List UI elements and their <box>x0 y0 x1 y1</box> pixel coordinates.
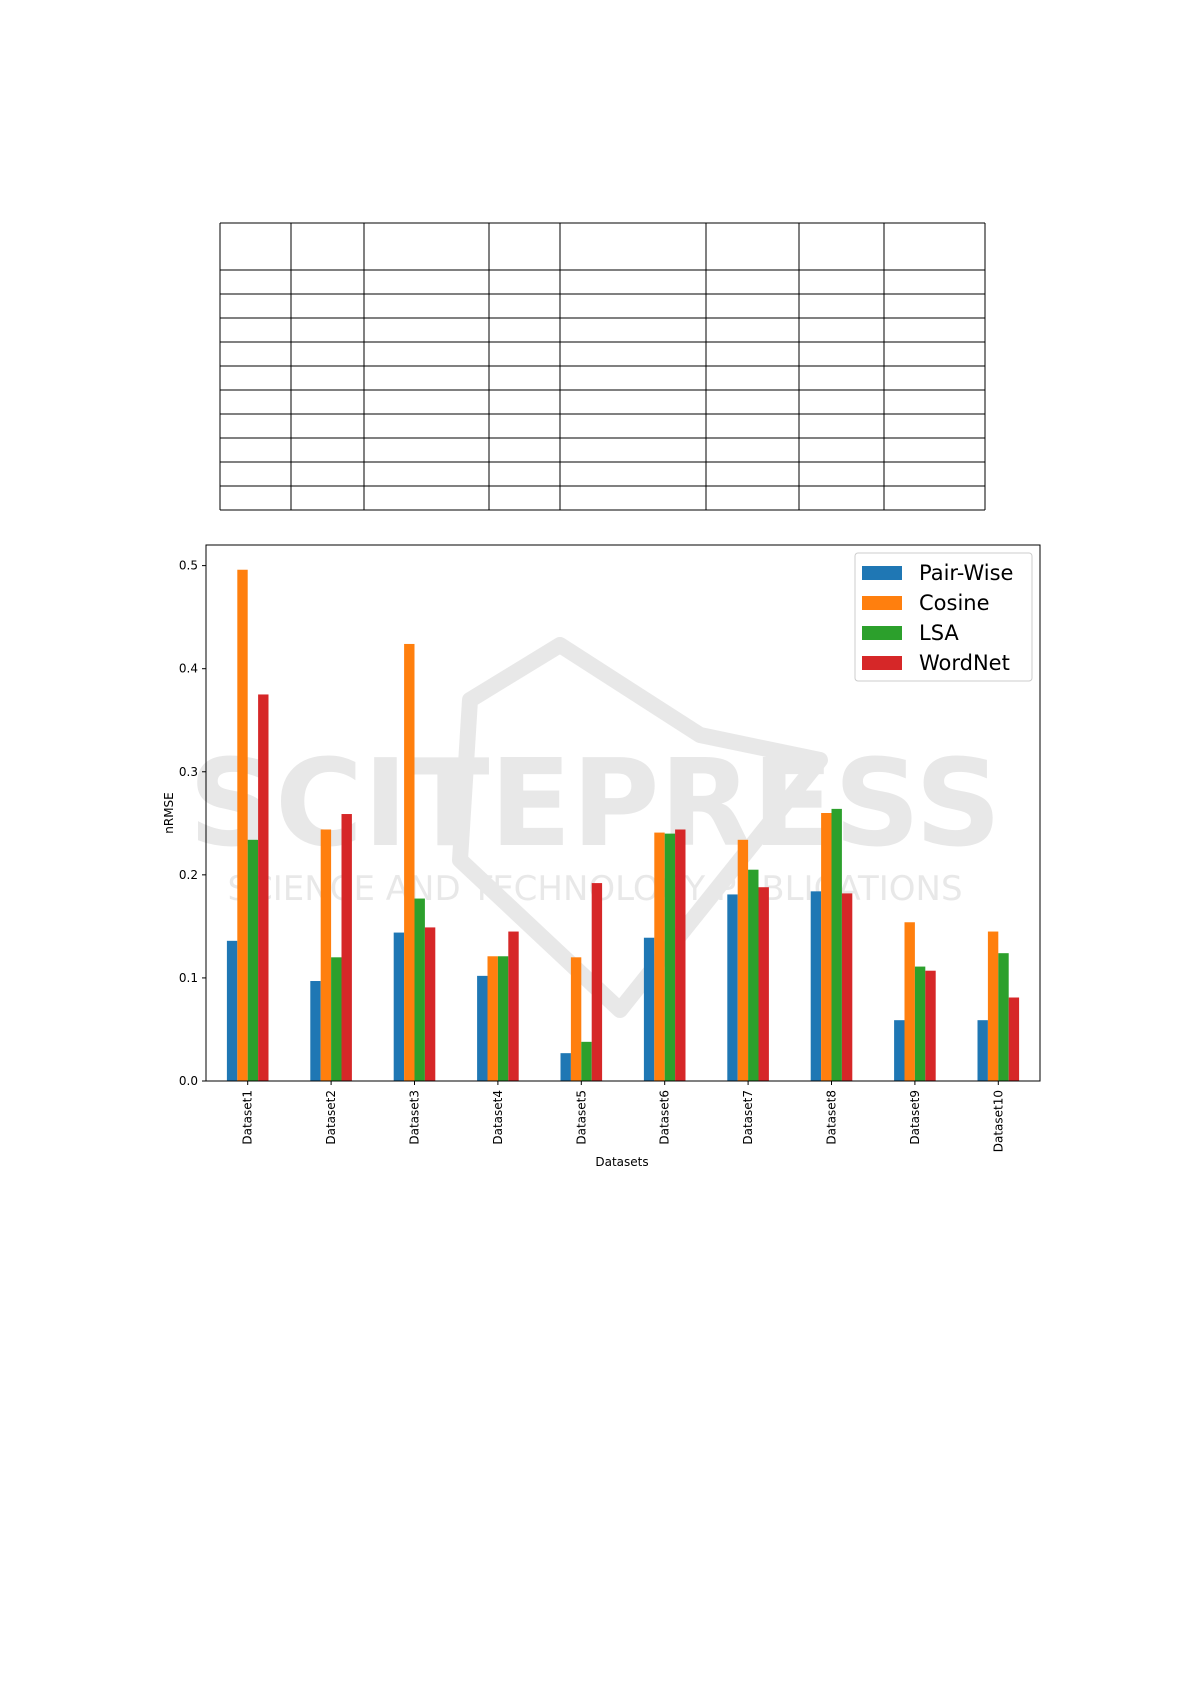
bar-cosine-dataset8 <box>821 813 832 1081</box>
y-tick-label: 0.4 <box>179 662 198 676</box>
watermark-logo-text: SCITEPRESS <box>189 735 1002 874</box>
x-tick-label: Dataset1 <box>241 1090 255 1145</box>
x-tick-label: Dataset8 <box>825 1090 839 1145</box>
bar-pair-wise-dataset4 <box>477 975 488 1081</box>
y-tick-label: 0.5 <box>179 559 198 573</box>
bar-lsa-dataset3 <box>414 898 425 1081</box>
bar-lsa-dataset2 <box>331 957 342 1081</box>
bar-lsa-dataset9 <box>914 966 926 1081</box>
bar-wordnet-dataset10 <box>1008 997 1020 1081</box>
y-tick-label: 0.3 <box>179 765 198 779</box>
x-axis: Dataset1 Dataset2 Dataset3 Dataset4 Dataset5… <box>241 1081 1005 1152</box>
bar-lsa-dataset4 <box>497 956 509 1081</box>
bar-wordnet-dataset3 <box>424 927 436 1081</box>
bar-wordnet-dataset2 <box>341 814 352 1081</box>
bar-pair-wise-dataset2 <box>310 981 321 1081</box>
y-tick-label: 0.0 <box>179 1074 198 1088</box>
legend-label: Cosine <box>919 591 990 615</box>
y-axis-label: nRMSE <box>162 792 176 834</box>
bar-wordnet-dataset4 <box>508 931 519 1081</box>
x-tick-label: Dataset5 <box>574 1090 588 1145</box>
bar-pair-wise-dataset5 <box>560 1053 571 1081</box>
bar-wordnet-dataset6 <box>675 829 686 1081</box>
bar-wordnet-dataset8 <box>841 893 853 1081</box>
bar-pair-wise-dataset6 <box>643 937 655 1081</box>
bar-wordnet-dataset9 <box>925 970 936 1081</box>
x-tick-label: Dataset2 <box>324 1090 338 1145</box>
bar-cosine-dataset6 <box>654 832 665 1081</box>
bar-lsa-dataset5 <box>581 1041 592 1081</box>
x-tick-label: Dataset4 <box>491 1090 505 1145</box>
bar-pair-wise-dataset9 <box>894 1020 905 1081</box>
bar-cosine-dataset3 <box>404 643 415 1081</box>
x-tick-label: Dataset7 <box>741 1090 755 1145</box>
plot-frame <box>205 544 1041 1082</box>
legend-label: Pair-Wise <box>919 561 1013 585</box>
bar-lsa-dataset8 <box>831 808 842 1081</box>
bar-wordnet-dataset1 <box>258 694 269 1081</box>
bar-lsa-dataset1 <box>247 839 259 1081</box>
empty-table <box>219 222 986 511</box>
y-tick-label: 0.1 <box>179 971 198 985</box>
x-tick-label: Dataset9 <box>908 1090 922 1145</box>
bar-wordnet-dataset5 <box>591 883 603 1081</box>
bar-lsa-dataset10 <box>998 953 1009 1081</box>
bar-pair-wise-dataset1 <box>226 940 238 1081</box>
bars-group <box>226 569 1020 1081</box>
bar-cosine-dataset10 <box>987 931 999 1081</box>
bar-pair-wise-dataset8 <box>810 891 822 1081</box>
legend-box <box>854 552 1033 682</box>
bar-cosine-dataset9 <box>904 922 915 1081</box>
x-tick-label: Dataset10 <box>991 1090 1005 1152</box>
legend-label: LSA <box>919 621 959 645</box>
bar-pair-wise-dataset3 <box>393 932 405 1081</box>
bar-lsa-dataset6 <box>664 833 676 1081</box>
legend-swatch <box>862 566 902 580</box>
y-tick-label: 0.2 <box>179 868 198 882</box>
bar-cosine-dataset5 <box>570 957 582 1081</box>
bar-cosine-dataset4 <box>487 956 498 1081</box>
x-tick-label: Dataset6 <box>658 1090 672 1145</box>
bar-cosine-dataset1 <box>237 569 248 1081</box>
legend-swatch <box>862 626 902 640</box>
bar-cosine-dataset7 <box>737 839 749 1081</box>
bar-wordnet-dataset7 <box>758 887 769 1081</box>
y-axis: 0.0 0.1 0.2 0.3 0.4 0.5 <box>179 559 206 1088</box>
x-tick-label: Dataset3 <box>408 1090 422 1145</box>
legend: Pair-Wise Cosine LSA WordNet <box>854 552 1033 682</box>
bar-cosine-dataset2 <box>320 829 332 1081</box>
legend-label: WordNet <box>919 651 1010 675</box>
bar-lsa-dataset7 <box>748 869 759 1081</box>
bar-pair-wise-dataset10 <box>977 1020 988 1081</box>
x-axis-label: Datasets <box>595 1155 648 1169</box>
watermark-logo-shape <box>452 637 828 1018</box>
bar-pair-wise-dataset7 <box>727 894 738 1081</box>
legend-swatch <box>862 596 902 610</box>
legend-swatch <box>862 656 902 670</box>
